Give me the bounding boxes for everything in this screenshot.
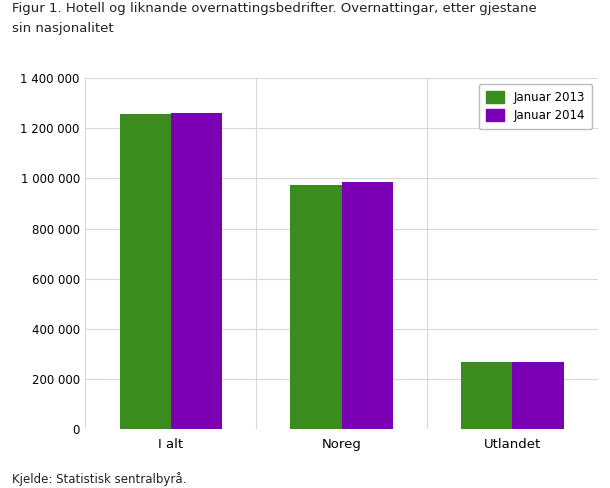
Legend: Januar 2013, Januar 2014: Januar 2013, Januar 2014 — [479, 84, 592, 129]
Bar — [342, 182, 393, 429]
Bar — [171, 113, 222, 429]
Text: Kjelde: Statistisk sentralbyrå.: Kjelde: Statistisk sentralbyrå. — [12, 471, 187, 486]
Text: Figur 1. Hotell og liknande overnattingsbedrifter. Overnattingar, etter gjestane: Figur 1. Hotell og liknande overnattings… — [12, 2, 537, 16]
Bar — [120, 115, 171, 429]
Bar — [512, 362, 564, 429]
Bar — [461, 362, 512, 429]
Bar — [290, 185, 342, 429]
Text: sin nasjonalitet: sin nasjonalitet — [12, 22, 114, 35]
